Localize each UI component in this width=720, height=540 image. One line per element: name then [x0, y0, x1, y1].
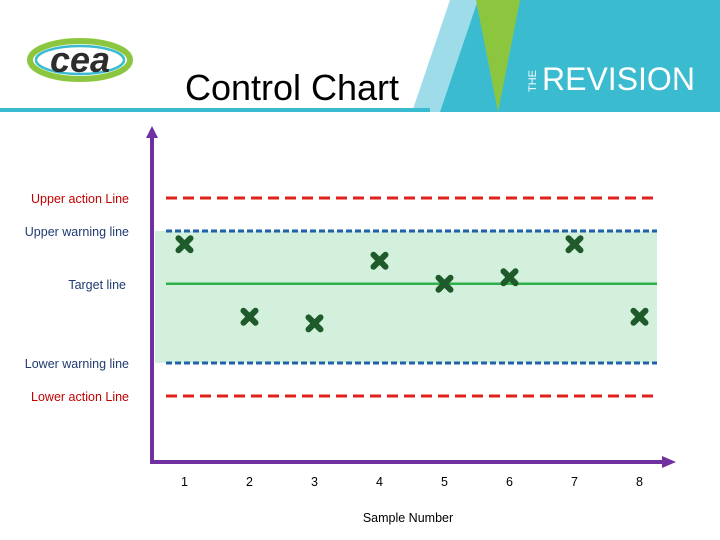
- data-point-8: [630, 307, 649, 326]
- axes: [146, 126, 676, 468]
- x-tick-label-7: 7: [571, 475, 578, 489]
- control-chart: Upper action Line Upper warning line Tar…: [25, 126, 676, 525]
- x-tick-label-6: 6: [506, 475, 513, 489]
- data-point-5: [435, 274, 454, 293]
- brand-prefix: THE: [527, 70, 539, 92]
- chart-title: Control Chart: [185, 67, 399, 108]
- target-band: [155, 231, 657, 363]
- header-banner: cea Rewarding Learning Control Chart THE…: [0, 0, 720, 112]
- revision-brand: THE REVISION: [527, 61, 695, 97]
- banner-bottom-stripe: [0, 108, 430, 112]
- data-point-3: [305, 314, 324, 333]
- logo-swoosh-inner-icon: [34, 44, 126, 76]
- data-point-6: [500, 268, 519, 287]
- target-label: Target line: [68, 278, 126, 292]
- x-tick-label-3: 3: [311, 475, 318, 489]
- cea-logo: cea Rewarding Learning: [27, 38, 133, 95]
- x-axis-title: Sample Number: [363, 511, 453, 525]
- x-tick-label-5: 5: [441, 475, 448, 489]
- lower-action-label: Lower action Line: [31, 390, 129, 404]
- logo-swoosh-icon: [27, 38, 133, 82]
- x-tick-label-1: 1: [181, 475, 188, 489]
- upper-warning-label: Upper warning line: [25, 225, 129, 239]
- x-tick-label-8: 8: [636, 475, 643, 489]
- brand-name: REVISION: [542, 61, 695, 97]
- upper-action-label: Upper action Line: [31, 192, 129, 206]
- data-point-1: [175, 235, 194, 254]
- x-axis-arrow-icon: [662, 456, 676, 468]
- reference-labels: Upper action Line Upper warning line Tar…: [25, 192, 129, 404]
- banner-green-triangle: [476, 0, 520, 112]
- banner-white-panel: [0, 0, 468, 112]
- data-point-4: [370, 251, 389, 270]
- banner-light-stripe: [412, 0, 478, 112]
- data-point-2: [240, 307, 259, 326]
- x-tick-label-4: 4: [376, 475, 383, 489]
- lower-warning-label: Lower warning line: [25, 357, 129, 371]
- data-point-7: [565, 235, 584, 254]
- x-tick-labels: 1 2 3 4 5 6 7 8: [181, 475, 643, 489]
- logo-text: cea: [50, 39, 110, 80]
- y-axis-arrow-icon: [146, 126, 158, 138]
- x-tick-label-2: 2: [246, 475, 253, 489]
- reference-lines: [166, 196, 657, 398]
- data-markers: [175, 235, 649, 333]
- logo-tagline: Rewarding Learning: [35, 84, 125, 95]
